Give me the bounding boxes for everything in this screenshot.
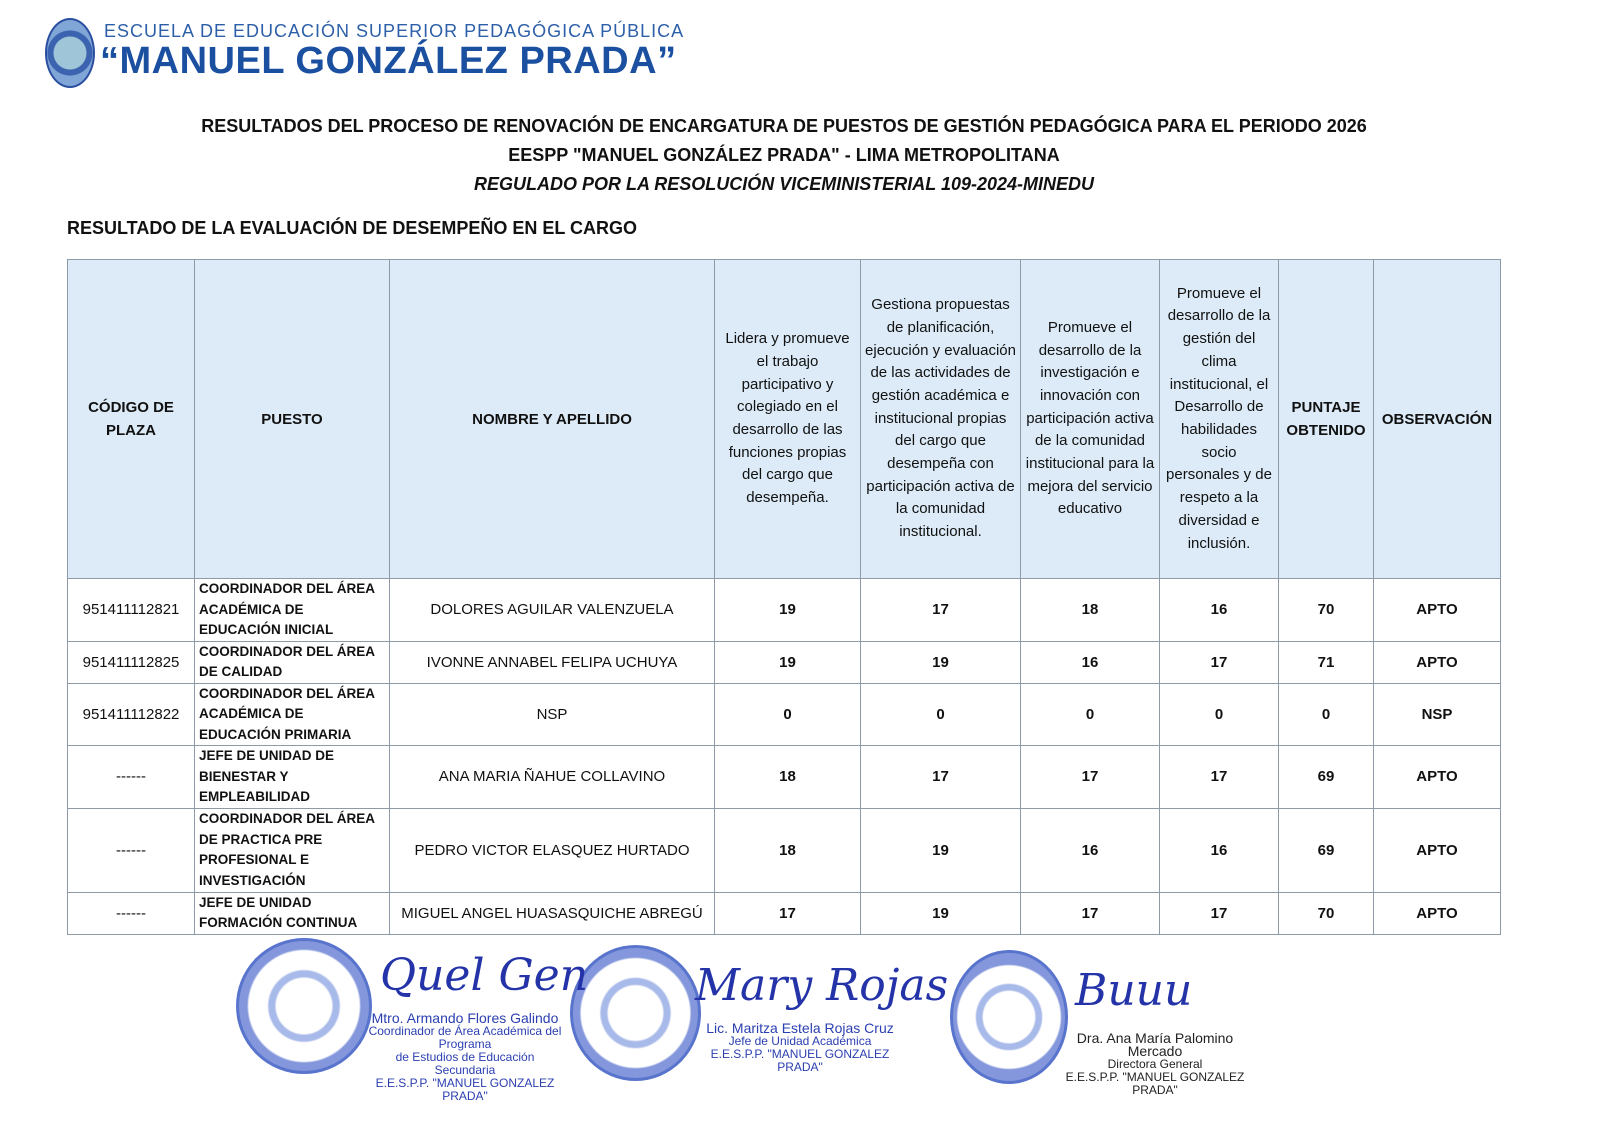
school-subtitle: ESCUELA DE EDUCACIÓN SUPERIOR PEDAGÓGICA… bbox=[104, 21, 685, 41]
cell-criterio-2: 19 bbox=[860, 891, 1021, 935]
handwritten-signature: Buuu bbox=[1075, 965, 1193, 1016]
results-table: CÓDIGO DE PLAZA PUESTO NOMBRE Y APELLIDO… bbox=[67, 259, 1501, 935]
signer-title: de Estudios de Educación Secundaria bbox=[395, 1050, 535, 1077]
cell-puesto: JEFE DE UNIDAD DE BIENESTAR Y EMPLEABILI… bbox=[194, 745, 390, 809]
table-row: 951411112825 COORDINADOR DEL ÁREA DE CALI… bbox=[67, 640, 1501, 684]
cell-criterio-3: 18 bbox=[1020, 578, 1160, 642]
cell-codigo: ------ bbox=[67, 891, 195, 935]
cell-puesto: COORDINADOR DEL ÁREA ACADÉMICA DE EDUCAC… bbox=[194, 578, 390, 642]
cell-observacion: APTO bbox=[1373, 578, 1501, 642]
cell-codigo: 951411112822 bbox=[67, 682, 195, 746]
signer-title: Coordinador de Área Académica del Progra… bbox=[368, 1024, 562, 1051]
handwritten-signature: Mary Rojas bbox=[695, 960, 949, 1011]
table-row: 951411112821 COORDINADOR DEL ÁREA ACADÉMI… bbox=[67, 578, 1501, 642]
col-criterio-2: Gestiona propuestas de planificación, ej… bbox=[860, 259, 1021, 579]
cell-puesto: COORDINADOR DEL ÁREA ACADÉMICA DE EDUCAC… bbox=[194, 682, 390, 746]
official-stamp bbox=[950, 950, 1068, 1084]
cell-puesto: JEFE DE UNIDAD FORMACIÓN CONTINUA bbox=[194, 891, 390, 935]
handwritten-signature: Quel Gen bbox=[380, 950, 589, 1001]
cell-puntaje: 69 bbox=[1278, 807, 1374, 893]
table-row: ------ JEFE DE UNIDAD FORMACIÓN CONTINUA M… bbox=[67, 891, 1501, 935]
cell-criterio-4: 17 bbox=[1159, 745, 1279, 809]
cell-observacion: APTO bbox=[1373, 745, 1501, 809]
cell-codigo: 951411112825 bbox=[67, 640, 195, 684]
cell-nombre: MIGUEL ANGEL HUASASQUICHE ABREGÚ bbox=[389, 891, 715, 935]
document-title: RESULTADOS DEL PROCESO DE RENOVACIÓN DE … bbox=[201, 116, 1367, 136]
cell-observacion: NSP bbox=[1373, 682, 1501, 746]
cell-criterio-4: 0 bbox=[1159, 682, 1279, 746]
cell-criterio-1: 19 bbox=[714, 640, 861, 684]
section-title: RESULTADO DE LA EVALUACIÓN DE DESEMPEÑO … bbox=[67, 218, 638, 238]
cell-criterio-3: 16 bbox=[1020, 640, 1160, 684]
cell-nombre: DOLORES AGUILAR VALENZUELA bbox=[389, 578, 715, 642]
signer-institution: E.E.S.P.P. "MANUEL GONZALEZ PRADA" bbox=[710, 1047, 890, 1074]
cell-criterio-3: 0 bbox=[1020, 682, 1160, 746]
signer-name: Dra. Ana María Palomino Mercado bbox=[1076, 1030, 1234, 1059]
cell-criterio-3: 16 bbox=[1020, 807, 1160, 893]
official-stamp bbox=[236, 938, 372, 1074]
table-row: 951411112822 COORDINADOR DEL ÁREA ACADÉMI… bbox=[67, 682, 1501, 746]
cell-nombre: PEDRO VICTOR ELASQUEZ HURTADO bbox=[389, 807, 715, 893]
col-criterio-4: Promueve el desarrollo de la gestión del… bbox=[1159, 259, 1279, 579]
signer-title: Jefe de Unidad Académica bbox=[728, 1034, 872, 1048]
official-stamp bbox=[570, 945, 701, 1081]
cell-nombre: IVONNE ANNABEL FELIPA UCHUYA bbox=[389, 640, 715, 684]
signer-institution: E.E.S.P.P. "MANUEL GONZALEZ PRADA" bbox=[1065, 1070, 1245, 1097]
cell-nombre: NSP bbox=[389, 682, 715, 746]
cell-criterio-1: 19 bbox=[714, 578, 861, 642]
table-header-row: CÓDIGO DE PLAZA PUESTO NOMBRE Y APELLIDO… bbox=[67, 259, 1501, 579]
cell-criterio-2: 19 bbox=[860, 807, 1021, 893]
cell-criterio-3: 17 bbox=[1020, 745, 1160, 809]
col-nombre: NOMBRE Y APELLIDO bbox=[389, 259, 715, 579]
signer-title: Directora General bbox=[1107, 1057, 1203, 1071]
cell-criterio-1: 0 bbox=[714, 682, 861, 746]
cell-nombre: ANA MARIA ÑAHUE COLLAVINO bbox=[389, 745, 715, 809]
table-row: ------ JEFE DE UNIDAD DE BIENESTAR Y EMPL… bbox=[67, 745, 1501, 809]
col-observacion: OBSERVACIÓN bbox=[1373, 259, 1501, 579]
cell-criterio-4: 16 bbox=[1159, 578, 1279, 642]
cell-criterio-3: 17 bbox=[1020, 891, 1160, 935]
cell-criterio-2: 0 bbox=[860, 682, 1021, 746]
cell-puntaje: 69 bbox=[1278, 745, 1374, 809]
cell-criterio-4: 17 bbox=[1159, 640, 1279, 684]
cell-puntaje: 70 bbox=[1278, 578, 1374, 642]
cell-criterio-4: 16 bbox=[1159, 807, 1279, 893]
table-row: ------ COORDINADOR DEL ÁREA DE PRACTICA P… bbox=[67, 807, 1501, 893]
school-name: “MANUEL GONZÁLEZ PRADA” bbox=[100, 40, 677, 82]
cell-criterio-2: 17 bbox=[860, 578, 1021, 642]
cell-criterio-4: 17 bbox=[1159, 891, 1279, 935]
cell-criterio-1: 18 bbox=[714, 807, 861, 893]
regulation-note: REGULADO POR LA RESOLUCIÓN VICEMINISTERI… bbox=[473, 174, 1095, 194]
cell-observacion: APTO bbox=[1373, 640, 1501, 684]
cell-puesto: COORDINADOR DEL ÁREA DE CALIDAD bbox=[194, 640, 390, 684]
cell-codigo: ------ bbox=[67, 807, 195, 893]
signer-institution: E.E.S.P.P. "MANUEL GONZALEZ PRADA" bbox=[375, 1076, 555, 1103]
signature-block-1: Mtro. Armando Flores Galindo Coordinador… bbox=[365, 1010, 565, 1103]
cell-criterio-2: 17 bbox=[860, 745, 1021, 809]
signature-block-2: Lic. Maritza Estela Rojas Cruz Jefe de U… bbox=[700, 1020, 900, 1074]
document-subtitle: EESPP "MANUEL GONZÁLEZ PRADA" - LIMA MET… bbox=[508, 145, 1060, 165]
cell-puntaje: 70 bbox=[1278, 891, 1374, 935]
school-logo bbox=[45, 18, 95, 88]
cell-puntaje: 0 bbox=[1278, 682, 1374, 746]
cell-criterio-1: 17 bbox=[714, 891, 861, 935]
signer-name: Lic. Maritza Estela Rojas Cruz bbox=[706, 1020, 894, 1036]
col-criterio-1: Lidera y promueve el trabajo participati… bbox=[714, 259, 861, 579]
cell-codigo: 951411112821 bbox=[67, 578, 195, 642]
cell-observacion: APTO bbox=[1373, 807, 1501, 893]
cell-codigo: ------ bbox=[67, 745, 195, 809]
col-puesto: PUESTO bbox=[194, 259, 390, 579]
col-codigo: CÓDIGO DE PLAZA bbox=[67, 259, 195, 579]
cell-puntaje: 71 bbox=[1278, 640, 1374, 684]
cell-criterio-1: 18 bbox=[714, 745, 861, 809]
cell-puesto: COORDINADOR DEL ÁREA DE PRACTICA PRE PRO… bbox=[194, 807, 390, 893]
col-criterio-3: Promueve el desarrollo de la investigaci… bbox=[1020, 259, 1160, 579]
cell-observacion: APTO bbox=[1373, 891, 1501, 935]
col-puntaje: PUNTAJE OBTENIDO bbox=[1278, 259, 1374, 579]
signature-block-3: Dra. Ana María Palomino Mercado Director… bbox=[1060, 1030, 1250, 1097]
cell-criterio-2: 19 bbox=[860, 640, 1021, 684]
signer-name: Mtro. Armando Flores Galindo bbox=[371, 1010, 559, 1026]
